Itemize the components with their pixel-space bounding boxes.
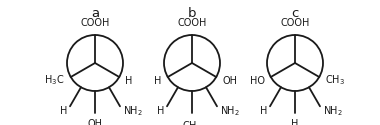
Text: H: H xyxy=(125,76,133,86)
Text: H$_3$C: H$_3$C xyxy=(44,74,65,87)
Text: CH$_3$: CH$_3$ xyxy=(325,74,345,87)
Text: H: H xyxy=(60,106,67,117)
Text: HO: HO xyxy=(250,76,265,86)
Text: H: H xyxy=(260,106,267,117)
Text: COOH: COOH xyxy=(280,18,310,28)
Text: COOH: COOH xyxy=(177,18,207,28)
Text: c: c xyxy=(291,7,299,20)
Text: H: H xyxy=(291,119,299,125)
Text: H: H xyxy=(154,76,162,86)
Text: OH: OH xyxy=(222,76,238,86)
Text: NH$_2$: NH$_2$ xyxy=(220,105,240,118)
Text: CH$_3$: CH$_3$ xyxy=(182,119,202,125)
Text: NH$_2$: NH$_2$ xyxy=(323,105,343,118)
Text: a: a xyxy=(91,7,99,20)
Text: H: H xyxy=(157,106,164,117)
Text: NH$_2$: NH$_2$ xyxy=(123,105,143,118)
Text: OH: OH xyxy=(87,119,103,125)
Text: b: b xyxy=(188,7,196,20)
Text: COOH: COOH xyxy=(80,18,110,28)
